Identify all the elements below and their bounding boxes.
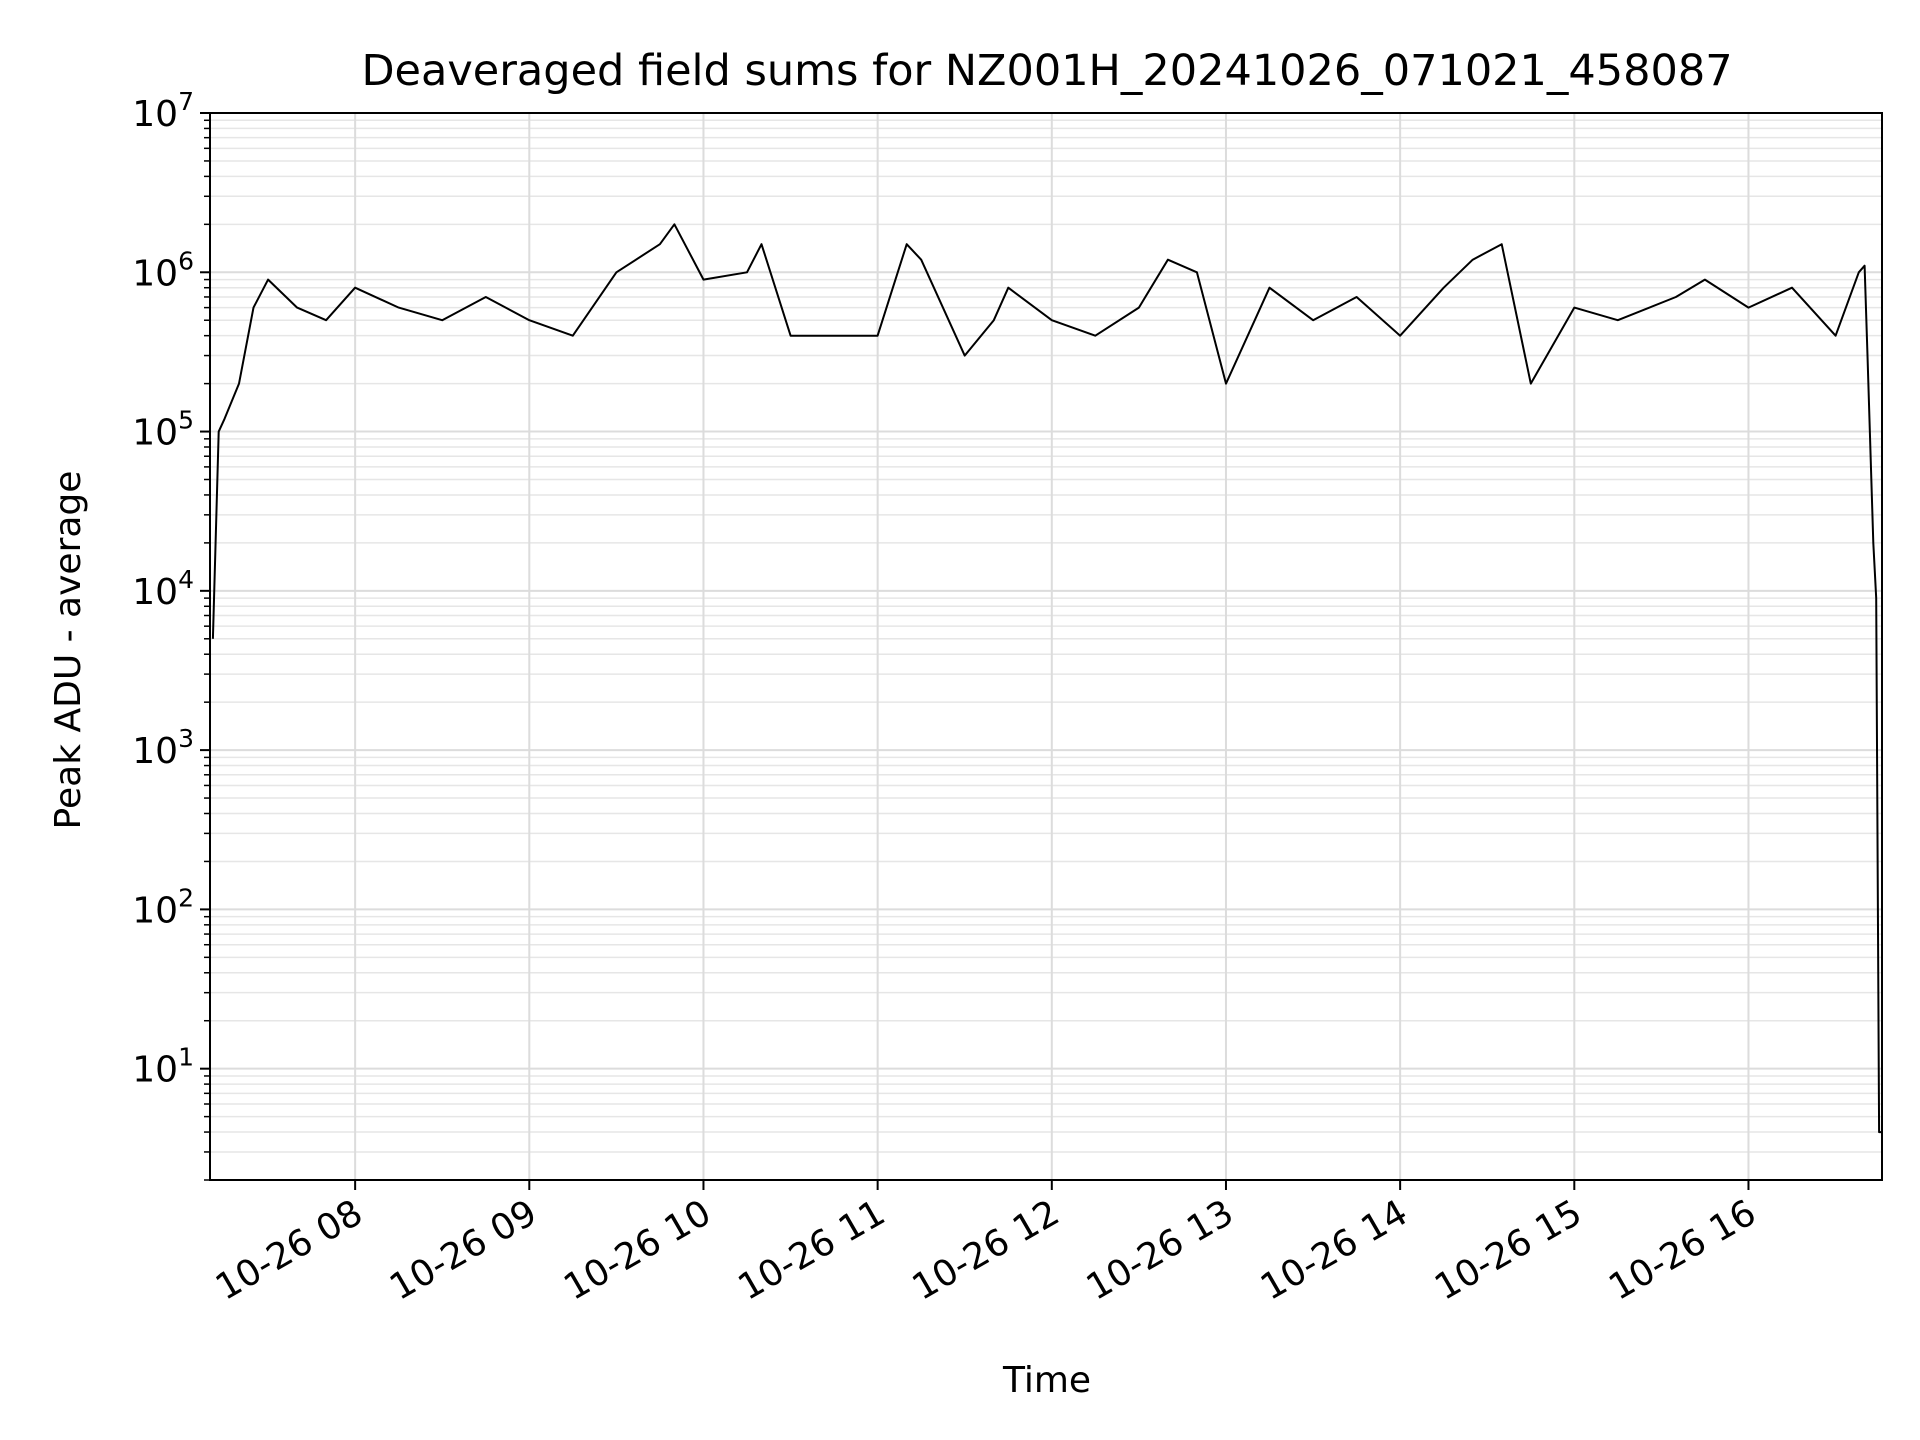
x-axis-label: Time	[1002, 1360, 1091, 1401]
grid	[210, 112, 1882, 1181]
y-tick-label: 102	[132, 883, 194, 931]
y-tick-label: 105	[132, 406, 194, 454]
series-line	[211, 223, 1882, 1134]
y-tick-label: 103	[132, 724, 194, 772]
y-tick-label: 101	[132, 1043, 194, 1091]
axes-frame	[209, 112, 1883, 1181]
plot-area	[211, 223, 1882, 1134]
chart-title: Deaveraged field sums for NZ001H_2024102…	[361, 46, 1732, 96]
y-tick-label: 107	[132, 87, 194, 135]
y-axis-label: Peak ADU - average	[48, 471, 89, 830]
y-tick-label: 106	[132, 246, 194, 294]
y-tick-label: 104	[132, 565, 194, 613]
y-axis-ticks: 101 102 103 104 105 106 107	[132, 87, 210, 1181]
